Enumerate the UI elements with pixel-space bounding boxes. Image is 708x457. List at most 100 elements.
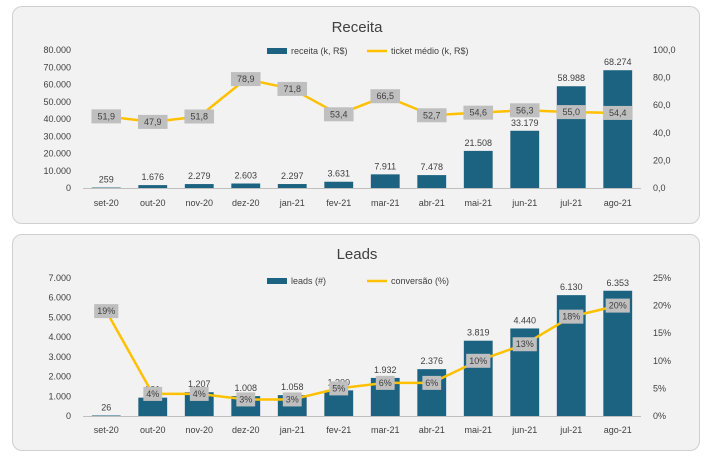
x-tick-label: nov-20 [185,425,213,435]
point-data-label: 13% [516,339,534,349]
point-label-box [466,353,491,368]
bar [138,185,168,188]
series-line [105,304,619,401]
x-tick-label: jun-21 [511,425,537,435]
x-tick-label: abr-21 [419,425,445,435]
point-label-box [509,103,540,118]
point-data-label: 19% [97,306,115,316]
bar [91,415,121,416]
point-label-box [184,109,215,124]
bar-data-label: 1.008 [234,383,257,393]
y2-tick-label: 80,0 [653,73,671,83]
x-tick-label: jul-21 [559,425,582,435]
point-data-label: 47,9 [144,117,162,127]
point-label-box [230,72,261,87]
bar [510,130,540,188]
point-label-box [94,304,119,319]
point-data-label: 18% [562,312,580,322]
y2-tick-label: 20% [653,301,671,311]
point-label-box [143,386,163,401]
bar [277,184,307,188]
x-tick-label: dez-20 [232,198,260,208]
bar-data-label: 1.058 [281,382,304,392]
bar-data-label: 2.279 [188,171,211,181]
x-tick-label: mai-21 [464,425,492,435]
point-label-box [416,108,447,123]
point-data-label: 10% [469,356,487,366]
y2-tick-label: 25% [653,273,671,283]
y-tick-label: 80.000 [43,45,71,55]
y2-tick-label: 20,0 [653,155,671,165]
point-data-label: 51,8 [190,112,208,122]
point-data-label: 6% [379,378,392,388]
bar [370,174,400,188]
x-tick-label: abr-21 [419,198,445,208]
point-data-label: 3% [239,394,252,404]
point-data-label: 52,7 [423,110,441,120]
chart-receita: Receita receita (k, R$) ticket médio (k, R… [43,19,676,208]
chart-leads: Leads leads (#) conversão (%) 0 1.000 2.000 3.… [48,246,671,435]
x-tick-label: ago-21 [604,425,632,435]
x-tick-label: set-20 [94,425,119,435]
point-label-box [375,375,395,390]
y2-tick-label: 40,0 [653,128,671,138]
point-label-box [236,392,256,407]
y2-tick-label: 10% [653,356,671,366]
bar [556,86,586,188]
point-data-label: 3% [286,394,299,404]
point-data-label: 66,5 [376,91,394,101]
y-tick-label: 0 [66,183,71,193]
point-label-box [602,105,633,120]
x-tick-label: dez-20 [232,425,260,435]
x-tick-label: fev-21 [326,198,351,208]
x-tick-label: out-20 [140,425,166,435]
point-label-box [189,386,209,401]
chart-panel-leads: Leads leads (#) conversão (%) 0 1.000 2.000 3.… [12,234,700,451]
legend-label-line: conversão (%) [391,276,449,286]
chart-title: Receita [332,19,384,36]
x-tick-label: jan-21 [279,425,305,435]
x-tick-label: jan-21 [279,198,305,208]
y2-tick-label: 100,0 [653,45,676,55]
x-tick-label: out-20 [140,198,166,208]
y-tick-label: 0 [66,411,71,421]
legend-swatch-bar [267,278,287,284]
bar-data-label: 1.932 [374,365,397,375]
y-tick-label: 4.000 [48,332,71,342]
bar-data-label: 3.819 [467,328,490,338]
point-label-box [422,375,442,390]
bar-data-label: 58.988 [557,73,585,83]
x-tick-label: jun-21 [511,198,537,208]
y-tick-label: 50.000 [43,97,71,107]
bar-data-label: 2.603 [234,171,257,181]
bar-data-label: 2.297 [281,171,304,181]
point-data-label: 78,9 [237,74,255,84]
point-data-label: 54,6 [469,108,487,118]
legend: receita (k, R$) ticket médio (k, R$) [267,46,469,56]
bar-data-label: 4.440 [513,315,536,325]
y-tick-label: 3.000 [48,352,71,362]
x-tick-label: nov-20 [185,198,213,208]
x-tick-label: mar-21 [371,425,400,435]
x-tick-label: mar-21 [371,198,400,208]
y-tick-label: 70.000 [43,62,71,72]
bar-data-label: 7.478 [420,162,443,172]
point-label-box [463,105,494,120]
point-data-label: 6% [425,378,438,388]
bar [463,150,493,188]
bar [324,181,354,188]
bar [463,340,493,416]
legend-label-bar: receita (k, R$) [291,46,348,56]
point-label-box [91,109,122,124]
y2-tick-label: 0,0 [653,183,666,193]
point-label-box [559,309,584,324]
point-label-box [512,337,537,352]
bar-data-label: 6.130 [560,282,583,292]
bar-data-label: 68.274 [604,57,632,67]
x-tick-label: jul-21 [559,198,582,208]
bar-data-label: 3.631 [327,169,350,179]
bar-data-label: 1.676 [141,172,164,182]
bar [417,175,447,188]
series-line [106,77,618,124]
y-tick-label: 5.000 [48,312,71,322]
